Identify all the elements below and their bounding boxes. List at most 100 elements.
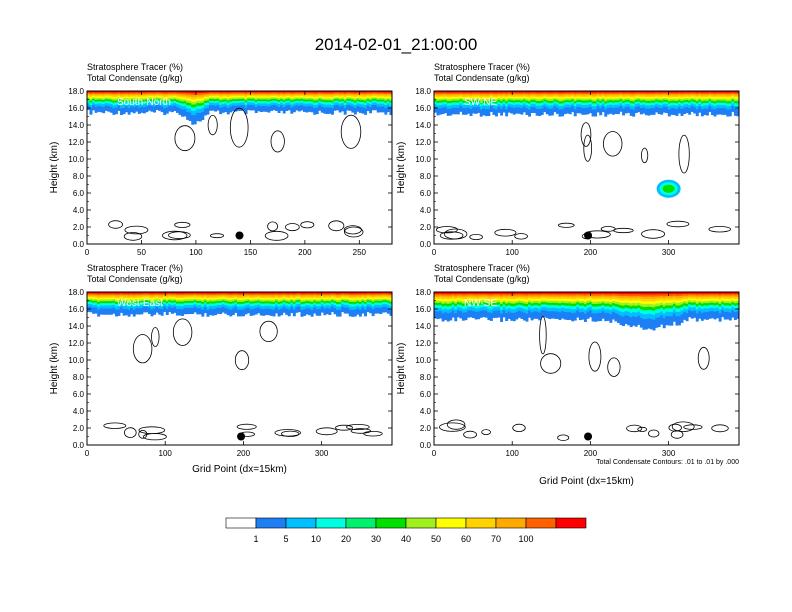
tracer-cell — [285, 308, 289, 315]
contour — [346, 423, 370, 430]
tracer-cell — [333, 91, 337, 93]
tracer-cell — [97, 297, 101, 300]
tracer-cell — [163, 104, 167, 109]
tracer-cell — [341, 93, 345, 95]
tracer-cell — [114, 309, 118, 317]
tracer-cell — [731, 94, 735, 97]
tracer-cell — [660, 104, 664, 109]
tracer-cell — [165, 104, 169, 108]
tracer-cell — [249, 95, 253, 98]
tracer-cell — [313, 96, 317, 99]
tracer-cell — [219, 95, 223, 97]
tracer-cell — [530, 97, 534, 100]
tracer-cell — [472, 296, 476, 299]
tracer-cell — [563, 95, 567, 97]
tracer-cell — [619, 94, 623, 97]
tracer-cell — [492, 91, 496, 93]
tracer-cell — [323, 297, 327, 300]
tracer-cell — [206, 292, 210, 294]
tracer-cell — [545, 96, 549, 99]
tracer-cell — [647, 95, 651, 98]
tracer-cell — [655, 91, 659, 93]
tracer-cell — [505, 293, 509, 296]
tracer-cell — [497, 292, 501, 294]
tracer-cell — [507, 103, 511, 107]
tracer-cell — [530, 292, 534, 294]
tracer-cell — [264, 292, 268, 294]
tracer-cell — [336, 293, 340, 296]
tracer-cell — [140, 302, 144, 306]
tracer-cell — [206, 309, 210, 317]
tracer-cell — [469, 306, 473, 311]
tracer-cell — [456, 306, 460, 311]
tracer-cell — [188, 94, 192, 97]
tracer-cell — [353, 301, 357, 305]
tracer-cell — [186, 91, 190, 93]
tracer-cell — [667, 311, 671, 317]
tracer-cell — [97, 293, 101, 296]
tracer-cell — [262, 296, 266, 299]
tracer-cell — [209, 299, 212, 302]
tracer-cell — [672, 91, 676, 93]
tracer-cell — [467, 107, 470, 114]
tracer-cell — [102, 92, 106, 94]
tracer-cell — [148, 294, 151, 297]
tracer-cell — [127, 306, 131, 310]
tracer-cell — [660, 102, 664, 106]
tracer-cell — [609, 93, 613, 96]
tracer-cell — [209, 92, 212, 94]
tracer-cell — [247, 304, 251, 308]
tracer-cell — [92, 304, 96, 308]
tracer-cell — [614, 104, 618, 108]
tracer-cell — [576, 93, 580, 96]
tracer-cell — [708, 97, 712, 100]
tracer-cell — [606, 295, 610, 298]
tracer-cell — [517, 294, 521, 297]
tracer-cell — [525, 313, 529, 322]
tracer-cell — [376, 99, 380, 102]
tracer-cell — [545, 92, 549, 94]
tracer-cell — [434, 296, 437, 299]
tracer-cell — [122, 308, 126, 316]
tracer-cell — [571, 103, 575, 107]
tracer-cell — [522, 312, 526, 321]
tracer-cell — [257, 297, 261, 299]
tracer-cell — [366, 292, 370, 294]
tracer-cell — [594, 295, 598, 298]
tracer-cell — [695, 91, 699, 93]
tracer-cell — [275, 93, 279, 95]
tracer-cell — [495, 294, 498, 297]
tracer-cell — [459, 304, 463, 308]
tracer-cell — [259, 299, 263, 302]
tracer-cell — [629, 91, 633, 93]
tracer-cell — [384, 293, 388, 295]
tracer-cell — [489, 94, 493, 97]
tracer-cell — [484, 100, 488, 104]
tracer-cell — [525, 303, 529, 307]
tracer-cell — [517, 292, 521, 294]
tracer-cell — [193, 306, 197, 313]
tracer-cell — [120, 306, 123, 313]
tracer-cell — [515, 92, 519, 94]
tracer-cell — [87, 293, 90, 295]
tracer-cell — [700, 92, 704, 95]
tracer-cell — [351, 92, 355, 94]
tracer-cell — [637, 91, 641, 93]
tracer-cell — [364, 299, 367, 302]
tracer-cell — [530, 106, 534, 113]
tracer-cell — [348, 306, 352, 310]
tracer-cell — [561, 108, 565, 117]
tracer-cell — [644, 91, 648, 93]
y-axis-label: Height (km) — [396, 142, 407, 194]
tracer-cell — [244, 292, 248, 294]
tracer-cell — [107, 97, 111, 100]
tracer-cell — [505, 299, 509, 302]
tracer-cell — [308, 299, 312, 302]
tracer-cell — [173, 92, 177, 94]
tracer-cell — [323, 107, 327, 114]
tracer-cell — [484, 302, 488, 305]
tracer-cell — [548, 91, 552, 93]
tracer-cell — [351, 294, 355, 297]
tracer-cell — [341, 299, 345, 302]
tracer-cell — [186, 292, 190, 294]
